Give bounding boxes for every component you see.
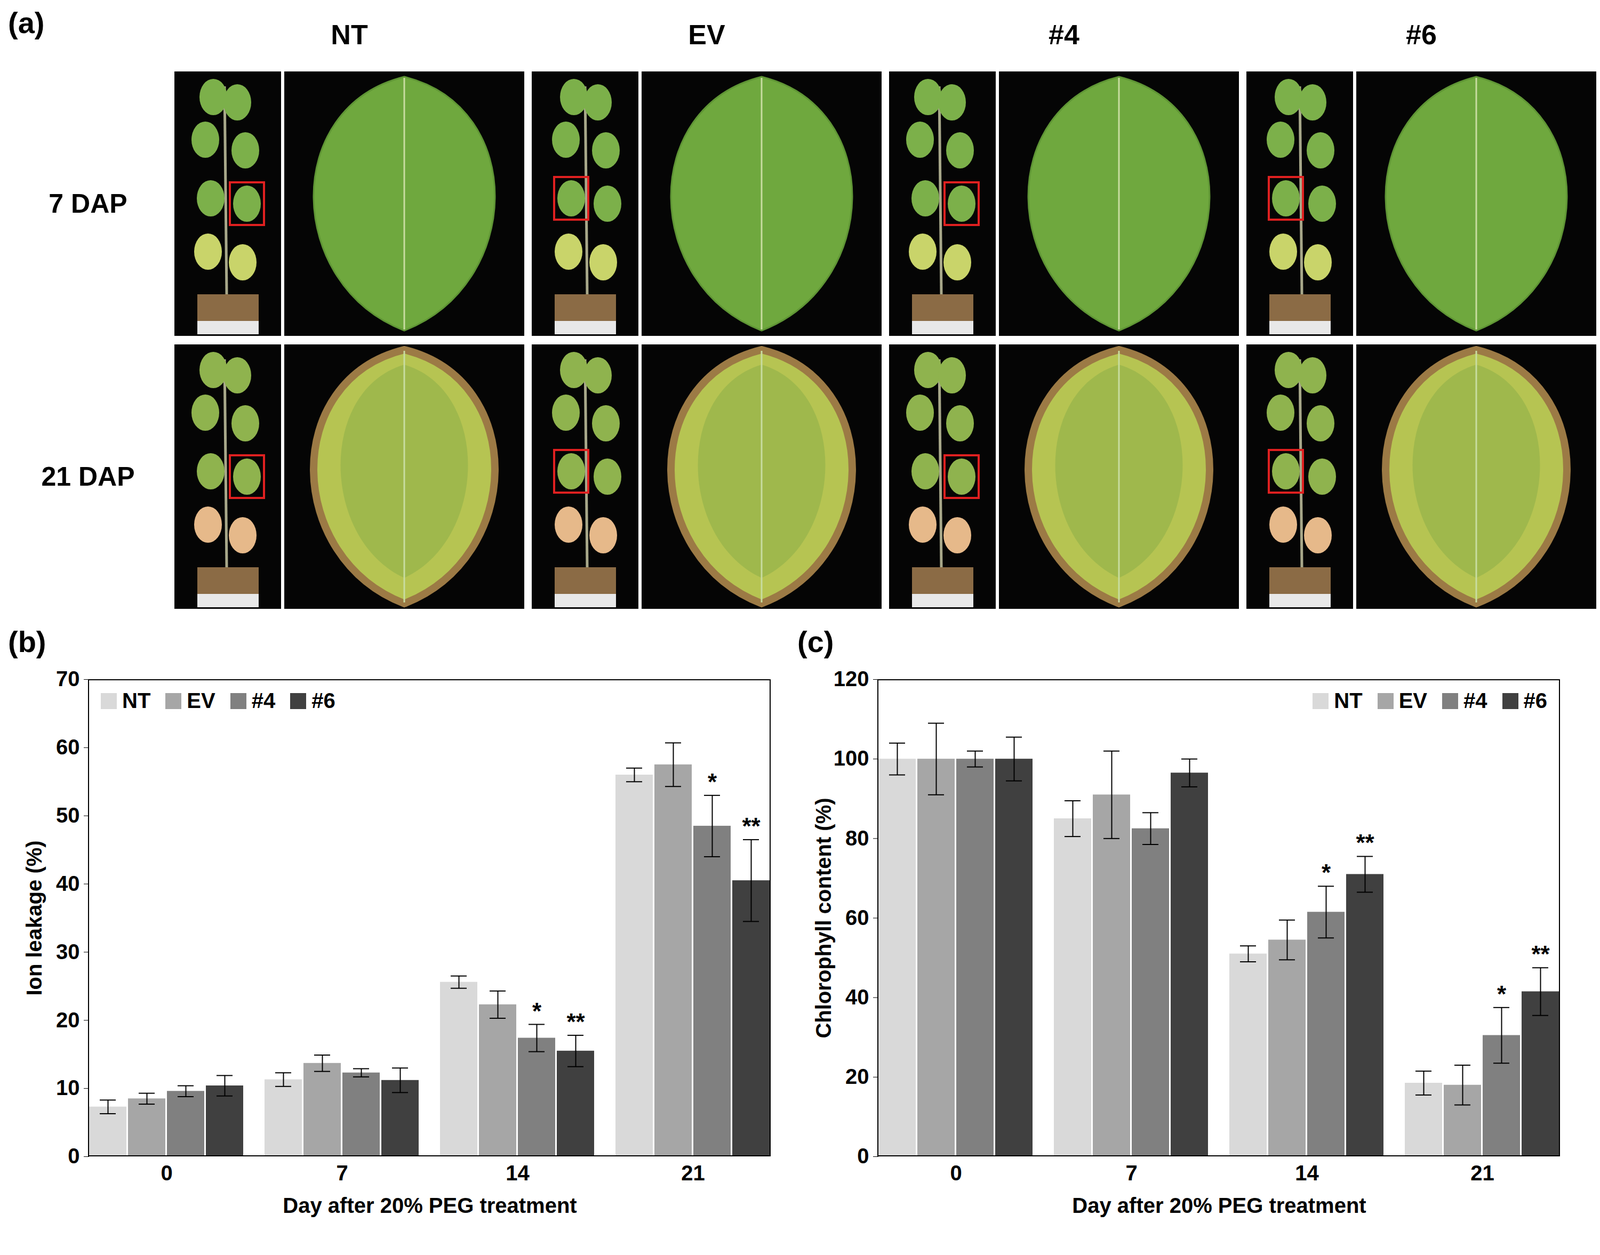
svg-text:80: 80 — [845, 826, 870, 851]
svg-text:Day after 20% PEG treatment: Day after 20% PEG treatment — [282, 1194, 577, 1218]
svg-text:60: 60 — [56, 735, 80, 759]
svg-text:Ion leakage (%): Ion leakage (%) — [22, 840, 46, 996]
svg-text:0: 0 — [67, 1144, 80, 1168]
svg-text:0: 0 — [949, 1161, 962, 1186]
svg-text:7: 7 — [336, 1161, 348, 1186]
svg-text:Chlorophyll content (%): Chlorophyll content (%) — [811, 797, 836, 1039]
svg-text:21: 21 — [1470, 1161, 1495, 1186]
html-text:(a): (a) — [8, 5, 45, 40]
svg-text:40: 40 — [56, 872, 80, 896]
svg-text:**: ** — [1531, 941, 1550, 968]
html-text:#6: #6 — [1405, 19, 1437, 51]
svg-text:20: 20 — [845, 1065, 870, 1089]
html-text:#6: #6 — [311, 689, 336, 713]
svg-text:0: 0 — [160, 1161, 173, 1186]
html-text:NT: NT — [122, 689, 151, 713]
svg-text:70: 70 — [56, 667, 80, 691]
svg-text:*: * — [532, 998, 542, 1025]
svg-text:21: 21 — [681, 1161, 706, 1186]
html-text:(c): (c) — [797, 625, 834, 659]
svg-text:60: 60 — [845, 906, 870, 930]
html-text:21 DAP: 21 DAP — [41, 461, 135, 492]
svg-text:**: ** — [1355, 829, 1375, 856]
svg-text:*: * — [1497, 981, 1507, 1008]
svg-text:**: ** — [566, 1009, 586, 1036]
svg-text:0: 0 — [857, 1144, 869, 1168]
html-text:EV: EV — [1398, 689, 1428, 713]
html-text:(b): (b) — [8, 625, 47, 659]
svg-text:7: 7 — [1125, 1161, 1138, 1186]
html-text:NT: NT — [1334, 689, 1363, 713]
svg-text:**: ** — [741, 813, 761, 840]
svg-text:14: 14 — [505, 1161, 530, 1186]
html-text:#4: #4 — [1463, 689, 1488, 713]
svg-text:Day after 20% PEG treatment: Day after 20% PEG treatment — [1072, 1194, 1366, 1218]
svg-text:*: * — [1321, 859, 1332, 886]
svg-text:100: 100 — [833, 746, 870, 771]
svg-text:14: 14 — [1294, 1161, 1319, 1186]
html-text:7 DAP: 7 DAP — [48, 188, 128, 219]
svg-text:20: 20 — [56, 1008, 80, 1032]
html-text:#6: #6 — [1523, 689, 1548, 713]
html-text:EV: EV — [688, 19, 726, 51]
svg-text:30: 30 — [56, 940, 80, 964]
svg-text:10: 10 — [56, 1076, 80, 1100]
html-text:#4: #4 — [251, 689, 276, 713]
svg-text:40: 40 — [845, 985, 870, 1010]
html-text:#4: #4 — [1048, 19, 1080, 51]
svg-text:*: * — [707, 769, 718, 796]
svg-text:50: 50 — [56, 803, 80, 828]
html-text:EV: EV — [186, 689, 216, 713]
html-text:NT: NT — [330, 19, 368, 51]
svg-text:120: 120 — [833, 667, 870, 691]
